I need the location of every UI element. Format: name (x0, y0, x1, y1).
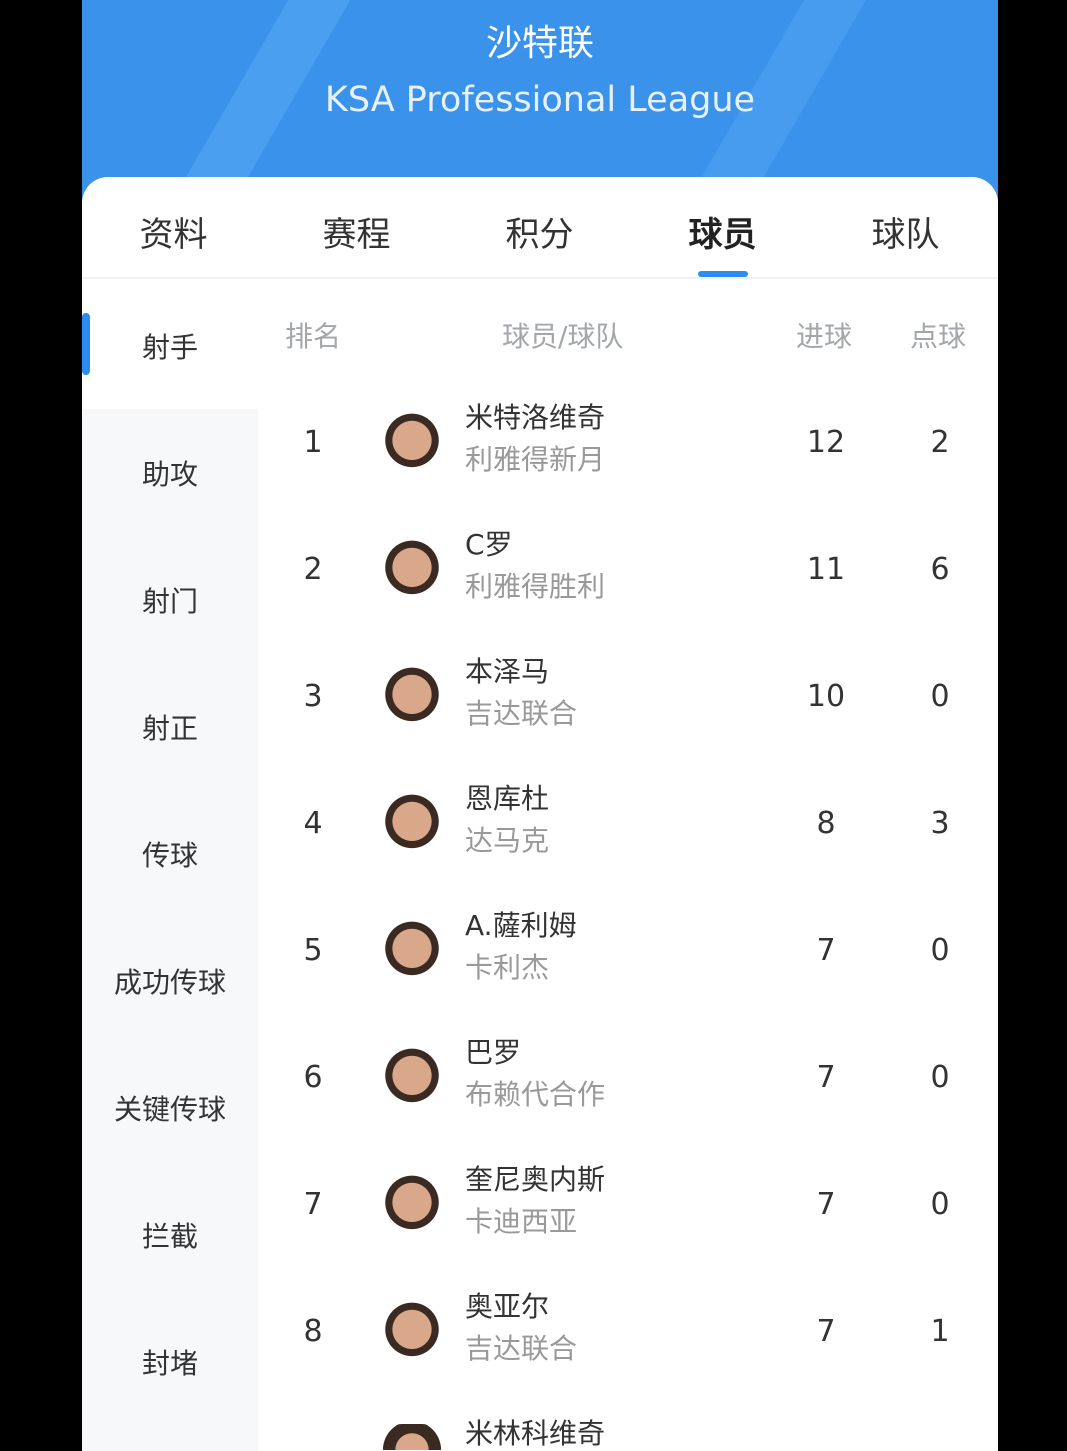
goals: 10 (806, 679, 846, 714)
sidebar-item[interactable]: 助攻 (82, 409, 258, 536)
league-header: 沙特联 KSA Professional League (82, 0, 998, 200)
penalties: 3 (930, 806, 950, 841)
tab-1[interactable]: 赛程 (322, 215, 391, 255)
player-name[interactable]: 恩库杜 (465, 782, 550, 815)
goals: 11 (806, 552, 846, 587)
league-title: 沙特联 (485, 23, 594, 64)
goals: 7 (816, 1314, 836, 1349)
goals: 7 (816, 1187, 836, 1222)
tab-bar: 资料 赛程 积分 球员 球队 (82, 177, 998, 279)
team-name[interactable]: 布赖代合作 (465, 1078, 606, 1111)
sidebar-item[interactable]: 关键传球 (82, 1044, 258, 1171)
table-row[interactable]: 5 A.薩利姆卡利杰 7 0 (258, 888, 998, 1015)
team-name[interactable]: 吉达联合 (465, 697, 578, 730)
team-name[interactable]: 卡迪西亚 (465, 1205, 578, 1238)
header-penalties: 点球 (910, 320, 967, 353)
rank: 8 (303, 1314, 323, 1349)
player-name[interactable]: A.薩利姆 (465, 909, 577, 942)
table-row[interactable]: 3 本泽马吉达联合 10 0 (258, 634, 998, 761)
active-tab-indicator (698, 271, 748, 277)
stat-sidebar: 射手助攻射门射正传球成功传球关键传球拦截封堵 (82, 282, 258, 1451)
sidebar-item[interactable]: 传球 (82, 790, 258, 917)
tab-2[interactable]: 积分 (505, 215, 574, 255)
header-player: 球员/球队 (502, 320, 624, 353)
sidebar-item[interactable]: 封堵 (82, 1298, 258, 1425)
player-name[interactable]: 米特洛维奇 (465, 401, 606, 434)
player-avatar (380, 916, 444, 988)
player-avatar (380, 1170, 444, 1242)
sidebar-item[interactable]: 拦截 (82, 1171, 258, 1298)
header-rank: 排名 (285, 320, 342, 353)
player-name[interactable]: 本泽马 (465, 655, 550, 688)
sidebar-item[interactable]: 成功传球 (82, 917, 258, 1044)
rank: 3 (303, 679, 323, 714)
player-name[interactable]: 巴罗 (465, 1036, 522, 1069)
tab-4[interactable]: 球队 (871, 215, 940, 255)
player-avatar (380, 408, 444, 480)
table-row[interactable]: 1 米特洛维奇利雅得新月 12 2 (258, 380, 998, 507)
team-name[interactable]: 利雅得新月 (465, 443, 606, 476)
table-row[interactable]: 8 奥亚尔吉达联合 7 1 (258, 1269, 998, 1396)
player-avatar (380, 535, 444, 607)
team-name[interactable]: 达马克 (465, 824, 550, 857)
penalties: 0 (930, 1060, 950, 1095)
goals: 8 (816, 806, 836, 841)
rank: 1 (303, 425, 323, 460)
goals: 7 (816, 1060, 836, 1095)
rank: 7 (303, 1187, 323, 1222)
sidebar-item[interactable]: 射手 (82, 282, 258, 409)
tab-3[interactable]: 球员 (688, 215, 757, 255)
rank: 5 (303, 933, 323, 968)
player-avatar (380, 1297, 444, 1369)
rank: 6 (303, 1060, 323, 1095)
table-row[interactable]: 4 恩库杜达马克 8 3 (258, 761, 998, 888)
content-card: 资料 赛程 积分 球员 球队 射手助攻射门射正传球成功传球关键传球拦截封堵 排名 球员/… (82, 177, 998, 1451)
sidebar-item[interactable]: 射正 (82, 663, 258, 790)
player-name[interactable]: 奥亚尔 (465, 1290, 550, 1323)
league-subtitle: KSA Professional League (324, 80, 756, 120)
penalties: 0 (930, 679, 950, 714)
tab-0[interactable]: 资料 (139, 215, 208, 255)
player-avatar (380, 789, 444, 861)
player-avatar (380, 662, 444, 734)
rank: 2 (303, 552, 323, 587)
table-row[interactable]: 6 巴罗布赖代合作 7 0 (258, 1015, 998, 1142)
penalties: 2 (930, 425, 950, 460)
active-indicator (82, 313, 90, 375)
header-goals: 进球 (796, 320, 853, 353)
player-name[interactable]: 米林科维奇 (465, 1417, 606, 1450)
sidebar-item-label: 射手 (141, 330, 198, 364)
table-row[interactable]: 2 C罗利雅得胜利 11 6 (258, 507, 998, 634)
sidebar-item-label: 射正 (141, 711, 198, 745)
sidebar-item[interactable]: 射门 (82, 536, 258, 663)
team-name[interactable]: 卡利杰 (465, 951, 550, 984)
player-name[interactable]: 奎尼奥内斯 (465, 1163, 606, 1196)
app: 沙特联 KSA Professional League 资料 赛程 积分 球员 球队 射… (82, 0, 998, 1451)
team-name[interactable]: 吉达联合 (465, 1332, 578, 1365)
penalties: 6 (930, 552, 950, 587)
sidebar-item-label: 成功传球 (113, 965, 226, 999)
penalties: 1 (930, 1314, 950, 1349)
sidebar-item-label: 传球 (141, 838, 198, 872)
sidebar-item-label: 射门 (141, 584, 198, 618)
goals: 7 (816, 933, 836, 968)
table-row[interactable]: 7 奎尼奥内斯卡迪西亚 7 0 (258, 1142, 998, 1269)
penalties: 0 (930, 1187, 950, 1222)
player-avatar (380, 1424, 444, 1450)
team-name[interactable]: 利雅得胜利 (465, 570, 606, 603)
player-avatar (380, 1043, 444, 1115)
penalties: 0 (930, 933, 950, 968)
table-row[interactable]: 米林科维奇 (258, 1396, 998, 1451)
sidebar-item-label: 封堵 (141, 1346, 198, 1380)
player-name[interactable]: C罗 (465, 528, 513, 561)
goals: 12 (806, 425, 846, 460)
sidebar-item-label: 助攻 (141, 457, 198, 491)
sidebar-item-label: 拦截 (141, 1219, 198, 1253)
sidebar-item-label: 关键传球 (113, 1092, 226, 1126)
rank: 4 (303, 806, 323, 841)
